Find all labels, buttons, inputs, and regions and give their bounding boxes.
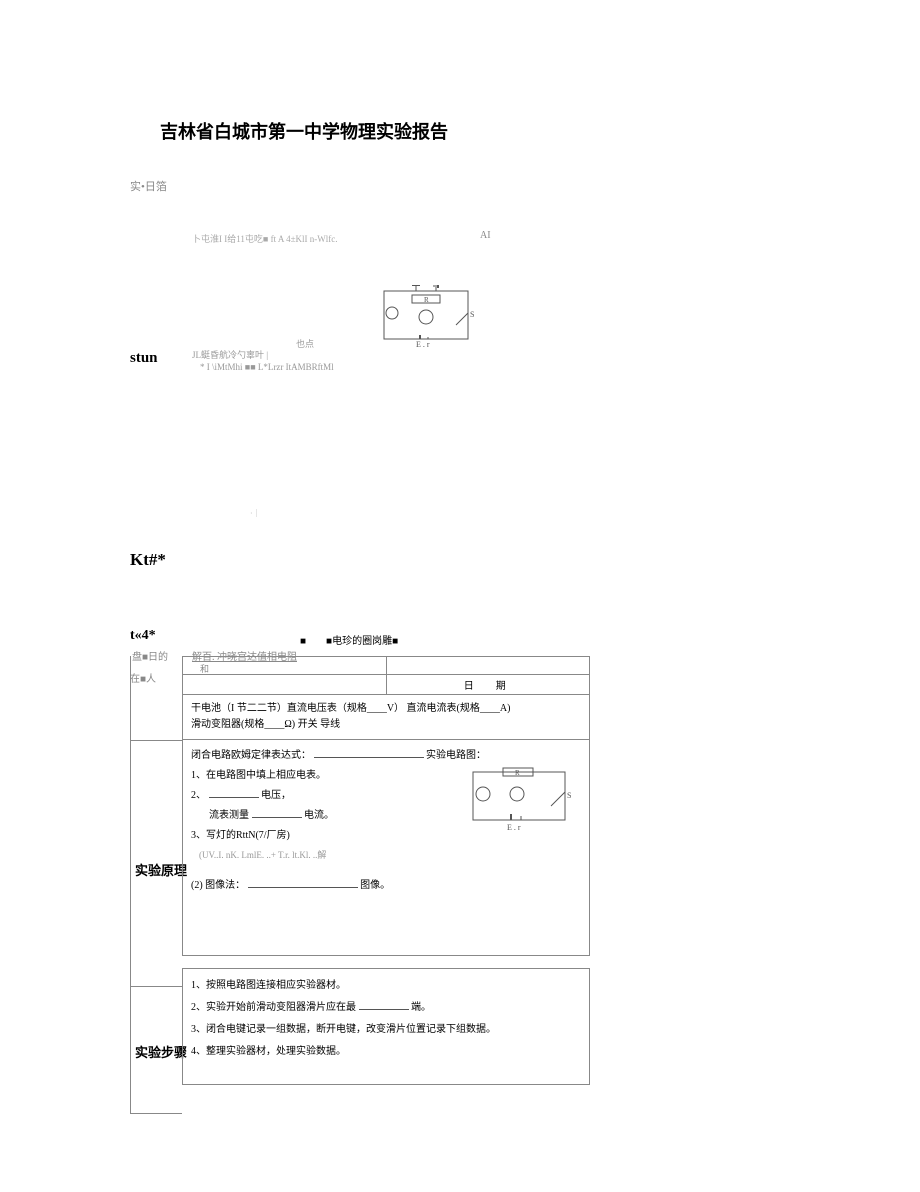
- s2a: 2、实验开始前滑动变阻器滑片应在最: [191, 1002, 356, 1013]
- stun-sub1: JL蜓昏航冷勺辜叶 |: [192, 348, 268, 361]
- step-4: 4、整理实验器材，处理实验数据。: [191, 1041, 581, 1063]
- svg-text:S: S: [470, 310, 474, 319]
- date-cell: 日 期: [386, 675, 590, 695]
- stun-label: stun: [130, 350, 158, 367]
- p6a: (2) 图像法：: [191, 880, 245, 891]
- materials-line-2: 滑动变阻器(规格____Ω) 开关 导线: [191, 717, 581, 733]
- steps-row: 1、按照电路图连接相应实验器材。 2、实验开始前滑动变阻器滑片应在最 端。 3、…: [183, 969, 590, 1085]
- blank-6: [248, 877, 358, 888]
- p3a: 2、: [191, 790, 206, 801]
- principle-side-label: 实验原理: [135, 860, 187, 879]
- p4b: 电流。: [304, 810, 334, 821]
- p1a: 闭合电路欧姆定律表达式：: [191, 750, 311, 761]
- left-div-1: [130, 740, 182, 741]
- p3b: 电压，: [261, 790, 291, 801]
- principle-row: 闭合电路欧姆定律表达式： 实验电路图： 1、在电路图中填上相应电表。 2、 电压…: [183, 740, 590, 956]
- dot-text: 也点: [296, 337, 314, 350]
- gap-row: [183, 956, 590, 969]
- p1b: 实验电路图：: [426, 750, 486, 761]
- t4-right: ■ ■电珍的圈岗雕■: [300, 632, 398, 647]
- t4-label: t«4*: [130, 628, 156, 644]
- blank-4a: [252, 807, 302, 818]
- date-row: 日 期: [183, 675, 590, 695]
- tiny-mark: ·｜: [250, 508, 261, 519]
- steps-side-label: 实验步骤: [135, 1042, 187, 1061]
- step-3: 3、闭合电键记录一组数据，断开电键，改变滑片位置记录下组数据。: [191, 1019, 581, 1041]
- svg-text:R: R: [424, 296, 429, 304]
- steps-cell: 1、按照电路图连接相应实验器材。 2、实验开始前滑动变阻器滑片应在最 端。 3、…: [183, 969, 590, 1085]
- blank-step2: [359, 999, 409, 1010]
- circuit-diagram-inline: R S E , r: [465, 764, 577, 838]
- subtitle-1: 实•日箔: [130, 178, 167, 194]
- blank-formula: [314, 747, 424, 758]
- p6b: 图像。: [360, 880, 390, 891]
- step-2: 2、实验开始前滑动变阻器滑片应在最 端。: [191, 997, 581, 1019]
- step-1: 1、按照电路图连接相应实验器材。: [191, 975, 581, 997]
- svg-text:E , r: E , r: [416, 340, 430, 347]
- svg-text:S: S: [567, 791, 571, 800]
- principle-5b: (UV..I. nK. LmlE. ..+ T.r. lt.Kl. ..解: [191, 846, 581, 864]
- experiment-table: 日 期 干电池（I 节二二节）直流电压表（规格____V） 直流电流表(规格__…: [182, 656, 590, 1085]
- circuit-diagram-top: R S E , r: [378, 285, 478, 347]
- ai-label: AI: [480, 230, 491, 241]
- svg-text:E , r: E , r: [507, 823, 521, 830]
- small-line-1: 卜屯淮I I给11屯吃■ ft A 4±KlI n-Wlfc.: [192, 232, 338, 245]
- header-row: [183, 657, 590, 675]
- s2b: 端。: [411, 1002, 431, 1013]
- svg-text:R: R: [515, 769, 520, 777]
- left-div-2: [130, 986, 182, 987]
- materials-line-1: 干电池（I 节二二节）直流电压表（规格____V） 直流电流表(规格____A): [191, 701, 581, 717]
- materials-cell: 干电池（I 节二二节）直流电压表（规格____V） 直流电流表(规格____A)…: [183, 695, 590, 740]
- materials-row: 干电池（I 节二二节）直流电压表（规格____V） 直流电流表(规格____A)…: [183, 695, 590, 740]
- stun-sub2: * I \iMtMhi ■■ L*Lrzr ItAMBRftMl: [200, 362, 334, 372]
- principle-6: (2) 图像法： 图像。: [191, 876, 581, 896]
- kt-label: Kt#*: [130, 550, 166, 570]
- principle-cell: 闭合电路欧姆定律表达式： 实验电路图： 1、在电路图中填上相应电表。 2、 电压…: [183, 740, 590, 956]
- page-title: 吉林省白城市第一中学物理实验报告: [160, 118, 448, 144]
- principle-1: 闭合电路欧姆定律表达式： 实验电路图：: [191, 746, 581, 766]
- spacer: [191, 864, 581, 876]
- blank-3a: [209, 787, 259, 798]
- p4a: 流表测量: [209, 810, 249, 821]
